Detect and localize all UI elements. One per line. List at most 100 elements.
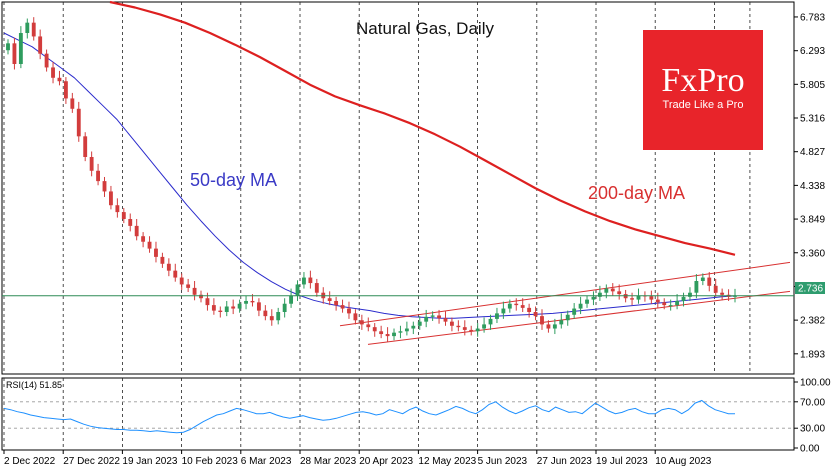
x-axis: 2 Dec 2022 27 Dec 2022 19 Jan 2023 10 Feb 2… (3, 450, 712, 467)
candle-body (572, 308, 577, 315)
candle-body (205, 298, 210, 306)
ma200-line (109, 0, 736, 256)
candle-body (488, 318, 493, 325)
candle (675, 294, 680, 310)
candle-body (179, 277, 184, 285)
candle (514, 298, 519, 311)
ma200-annotation: 200-day MA (588, 183, 685, 203)
candle (18, 26, 23, 69)
y-tick-label: 3.360 (800, 248, 825, 259)
candle-body (51, 67, 55, 78)
candle (244, 295, 248, 310)
candle (109, 185, 113, 210)
candle-body (655, 299, 660, 303)
candle-body (424, 316, 429, 322)
candle (115, 198, 120, 218)
candle-body (507, 303, 512, 309)
candle (269, 309, 274, 326)
price-panel-frame (1, 1, 795, 375)
candle (694, 274, 699, 299)
candle-body (173, 270, 178, 278)
candle-body (694, 281, 699, 293)
candle (700, 273, 705, 286)
candle (6, 39, 10, 55)
candle-body (733, 295, 737, 297)
y-tick-label: 2.382 (800, 316, 825, 327)
x-tick-label: 27 Dec 2022 (63, 456, 120, 467)
candle (392, 328, 396, 341)
candle (578, 296, 583, 315)
candle-body (134, 225, 139, 237)
candle-body (147, 241, 152, 249)
candle (488, 314, 493, 330)
candle (57, 70, 62, 86)
candle (610, 283, 615, 296)
ma50-layer (3, 32, 737, 319)
candle-body (443, 318, 448, 322)
candle-body (25, 22, 30, 33)
candle (559, 313, 564, 329)
candle (437, 309, 441, 324)
candle (211, 298, 216, 315)
candle-body (720, 292, 725, 295)
candle (372, 323, 377, 337)
candle-body (276, 312, 281, 321)
candle-body (70, 98, 75, 109)
candle (38, 29, 43, 60)
candle-body (404, 328, 409, 332)
candle (237, 299, 242, 313)
candle (449, 317, 454, 332)
candle-body (630, 298, 634, 300)
candle-body (57, 77, 62, 82)
candle-body (578, 303, 583, 309)
candle (134, 219, 139, 241)
candle (263, 305, 268, 321)
candle-body (649, 296, 654, 300)
candle (495, 307, 499, 324)
candle-body (713, 285, 718, 293)
candle (475, 323, 480, 337)
candle (314, 278, 319, 297)
candle (501, 301, 506, 319)
logo-tagline: Trade Like a Pro (663, 99, 744, 111)
candle (340, 299, 345, 313)
candle-body (668, 305, 673, 307)
rsi-line (3, 399, 736, 434)
candle-body (96, 170, 101, 182)
x-tick-label: 19 Jul 2023 (596, 456, 648, 467)
candle (51, 61, 55, 84)
candle-body (482, 324, 487, 329)
candle (417, 316, 422, 330)
candle (199, 290, 203, 303)
ma200-layer (109, 0, 736, 256)
y-tick-label: 5.316 (800, 114, 825, 125)
candle (44, 49, 49, 72)
candle-body (250, 300, 255, 303)
candle (276, 307, 281, 325)
candle (662, 298, 667, 310)
candle (527, 303, 532, 318)
candle-body (501, 308, 506, 314)
candle-body (347, 308, 351, 314)
candle (591, 291, 596, 306)
candle (154, 241, 158, 263)
candle (552, 318, 557, 335)
candle-body (269, 316, 274, 321)
candle-body (546, 324, 551, 329)
y-tick-label: 6.783 (800, 12, 825, 23)
ma50-line (3, 32, 737, 319)
candle-body (231, 306, 236, 309)
candle (89, 151, 94, 177)
candle-body (18, 33, 23, 64)
candle (668, 299, 673, 311)
candle-body (289, 295, 294, 304)
y-tick-label: 3.849 (800, 215, 825, 226)
candle-body (662, 302, 667, 306)
candle (546, 320, 551, 333)
trend-channel (339, 261, 791, 345)
candle (630, 292, 634, 306)
candle (713, 278, 718, 297)
candle (63, 77, 68, 104)
candle (707, 272, 712, 292)
candle-body (224, 306, 229, 312)
